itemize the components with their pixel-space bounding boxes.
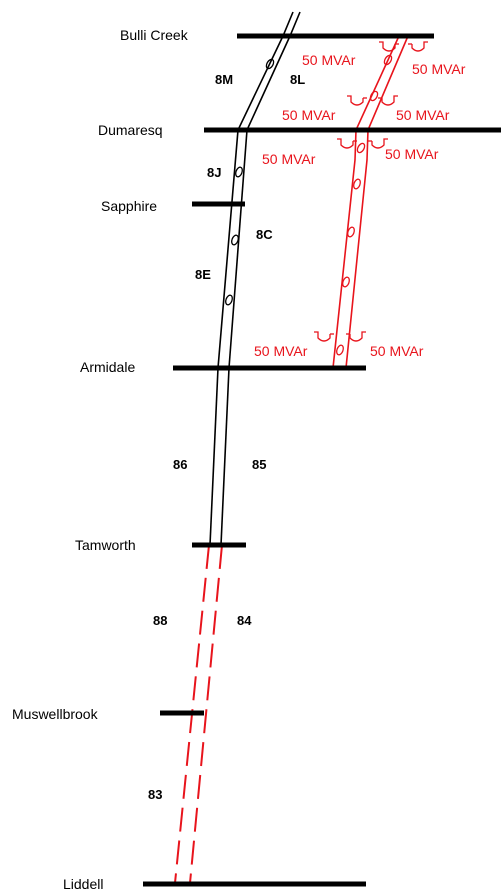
line-label-8l: 8L [290, 72, 305, 87]
reactor-icon [379, 41, 399, 52]
line-label-85: 85 [252, 457, 266, 472]
reactor-label-armidale-right: 50 MVAr [370, 343, 424, 359]
label-dumaresq: Dumaresq [98, 122, 163, 138]
label-tamworth: Tamworth [75, 537, 136, 553]
label-armidale: Armidale [80, 359, 135, 375]
line-label-83: 83 [148, 787, 162, 802]
reactor-icon [337, 138, 357, 149]
reactor-icon [347, 95, 367, 106]
label-sapphire: Sapphire [101, 198, 157, 214]
reactor-label-bulli-left: 50 MVAr [302, 52, 356, 68]
line-label-86: 86 [173, 457, 187, 472]
label-liddell: Liddell [63, 876, 103, 891]
line-label-88: 88 [153, 613, 167, 628]
line-label-8m: 8M [215, 72, 233, 87]
label-muswellbrook: Muswellbrook [12, 706, 99, 722]
reactor-icon [408, 41, 428, 52]
label-bulli-creek: Bulli Creek [120, 27, 189, 43]
reactor-icon [368, 138, 388, 149]
reactor-icon [378, 95, 398, 106]
reactor-label-dumaresq-top-right: 50 MVAr [396, 107, 450, 123]
line-label-8c: 8C [256, 227, 273, 242]
line-label-8j: 8J [207, 165, 221, 180]
reactor-icon [314, 331, 334, 342]
proposed-line-dumaresq-armidale [332, 129, 369, 369]
reactor-label-bulli-right: 50 MVAr [412, 61, 466, 77]
reactor-label-dumaresq-bot-right: 50 MVAr [385, 146, 439, 162]
busbars [143, 33, 501, 887]
existing-line-armidale-tamworth [209, 367, 230, 546]
reactor-label-dumaresq-bot-left: 50 MVAr [262, 151, 316, 167]
line-label-84: 84 [237, 613, 252, 628]
line-label-8e: 8E [195, 267, 211, 282]
transposition-markers-red [336, 54, 393, 356]
reactor-symbols [314, 41, 428, 342]
existing-line-dumaresq-armidale [217, 129, 248, 369]
proposed-line-bulli-dumaresq [355, 35, 409, 131]
reactor-icon [346, 331, 366, 342]
reactor-label-armidale-left: 50 MVAr [254, 343, 308, 359]
reactor-label-dumaresq-top-left: 50 MVAr [282, 107, 336, 123]
transposition-markers-black [225, 58, 275, 306]
